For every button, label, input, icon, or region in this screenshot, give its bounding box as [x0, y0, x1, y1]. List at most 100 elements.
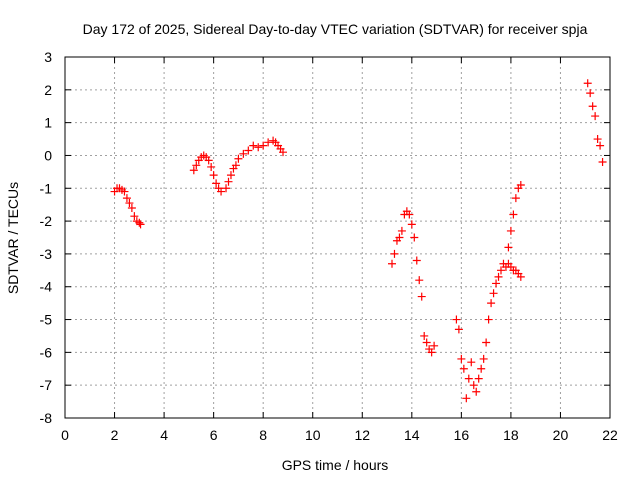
x-tick-label: 14 — [404, 427, 420, 443]
data-point — [457, 354, 466, 363]
data-point — [506, 226, 515, 235]
data-point — [259, 141, 268, 150]
series-arc1 — [110, 184, 145, 229]
data-point — [130, 212, 139, 221]
data-point — [395, 233, 404, 242]
data-point — [583, 79, 592, 88]
data-point — [397, 226, 406, 235]
data-point — [135, 218, 144, 227]
y-tick-label: -4 — [40, 279, 53, 295]
data-point — [482, 338, 491, 347]
x-tick-labels: 0 2 4 6 8 10 12 14 16 18 20 22 — [61, 427, 618, 443]
data-point — [430, 341, 439, 350]
x-tick-label: 20 — [553, 427, 569, 443]
y-axis-label: SDTVAR / TECUs — [5, 182, 21, 294]
y-tick-label: -3 — [40, 246, 53, 262]
data-point — [467, 358, 476, 367]
data-point — [462, 394, 471, 403]
series-arc5 — [452, 259, 525, 403]
data-point — [244, 146, 253, 155]
series-arc2 — [189, 151, 226, 196]
data-point — [207, 162, 216, 171]
data-point — [588, 102, 597, 111]
data-point — [264, 138, 273, 147]
chart-title: Day 172 of 2025, Sidereal Day-to-day VTE… — [83, 21, 588, 37]
series-arc4 — [388, 207, 439, 357]
data-point — [591, 112, 600, 121]
y-tick-label: 1 — [44, 115, 52, 131]
data-point — [598, 158, 607, 167]
y-tick-label: -2 — [40, 213, 53, 229]
data-point — [122, 194, 131, 203]
data-point — [125, 199, 134, 208]
x-tick-label: 10 — [305, 427, 321, 443]
x-tick-label: 6 — [210, 427, 218, 443]
y-tick-label: -8 — [40, 410, 53, 426]
data-point — [422, 338, 431, 347]
data-point — [484, 315, 493, 324]
data-point — [464, 374, 473, 383]
data-point — [231, 161, 240, 170]
data-point — [596, 141, 605, 150]
data-point — [192, 161, 201, 170]
data-point — [509, 210, 518, 219]
y-tick-label: 3 — [44, 49, 52, 65]
y-tick-label: 0 — [44, 147, 52, 163]
data-point — [136, 220, 145, 229]
x-tick-label: 16 — [454, 427, 470, 443]
data-point — [420, 331, 429, 340]
series-arc6 — [504, 180, 525, 252]
data-point — [427, 348, 436, 357]
data-point — [204, 156, 213, 165]
data-point — [410, 233, 419, 242]
data-point — [407, 220, 416, 229]
data-point — [189, 166, 198, 175]
data-point — [390, 249, 399, 258]
axis-ticks — [64, 56, 611, 419]
y-tick-label: 2 — [44, 82, 52, 98]
x-tick-label: 2 — [111, 427, 119, 443]
grid-lines — [65, 57, 610, 418]
data-point — [217, 187, 226, 196]
data-point — [459, 364, 468, 373]
data-point — [504, 243, 513, 252]
x-tick-label: 22 — [602, 427, 618, 443]
data-point — [412, 256, 421, 265]
data-point — [226, 171, 235, 180]
data-point — [469, 381, 478, 390]
data-point — [127, 203, 136, 212]
data-point — [388, 259, 396, 268]
data-point — [474, 374, 483, 383]
x-tick-label: 18 — [503, 427, 519, 443]
data-point — [494, 272, 503, 281]
x-axis-label: GPS time / hours — [282, 457, 389, 473]
data-point — [479, 354, 488, 363]
data-point — [224, 177, 233, 186]
y-tick-label: -6 — [40, 344, 53, 360]
data-point — [279, 148, 287, 157]
data-point — [417, 292, 426, 301]
data-point — [492, 279, 501, 288]
data-point — [477, 364, 486, 373]
data-points — [110, 79, 607, 403]
data-point — [489, 289, 498, 298]
data-point — [472, 387, 481, 396]
data-point — [209, 171, 218, 180]
data-point — [120, 187, 129, 196]
data-point — [454, 325, 463, 334]
x-tick-label: 12 — [354, 427, 370, 443]
data-point — [239, 149, 248, 158]
data-point — [511, 194, 520, 203]
series-arc7 — [583, 79, 607, 167]
y-tick-label: -1 — [40, 180, 53, 196]
y-tick-label: -7 — [40, 377, 53, 393]
y-tick-labels: -8 -7 -6 -5 -4 -3 -2 -1 0 1 2 3 — [40, 49, 53, 426]
data-point — [487, 299, 496, 308]
x-tick-label: 4 — [160, 427, 168, 443]
data-point — [212, 179, 221, 188]
data-point — [222, 184, 231, 193]
x-tick-label: 0 — [61, 427, 69, 443]
data-point — [405, 210, 414, 219]
